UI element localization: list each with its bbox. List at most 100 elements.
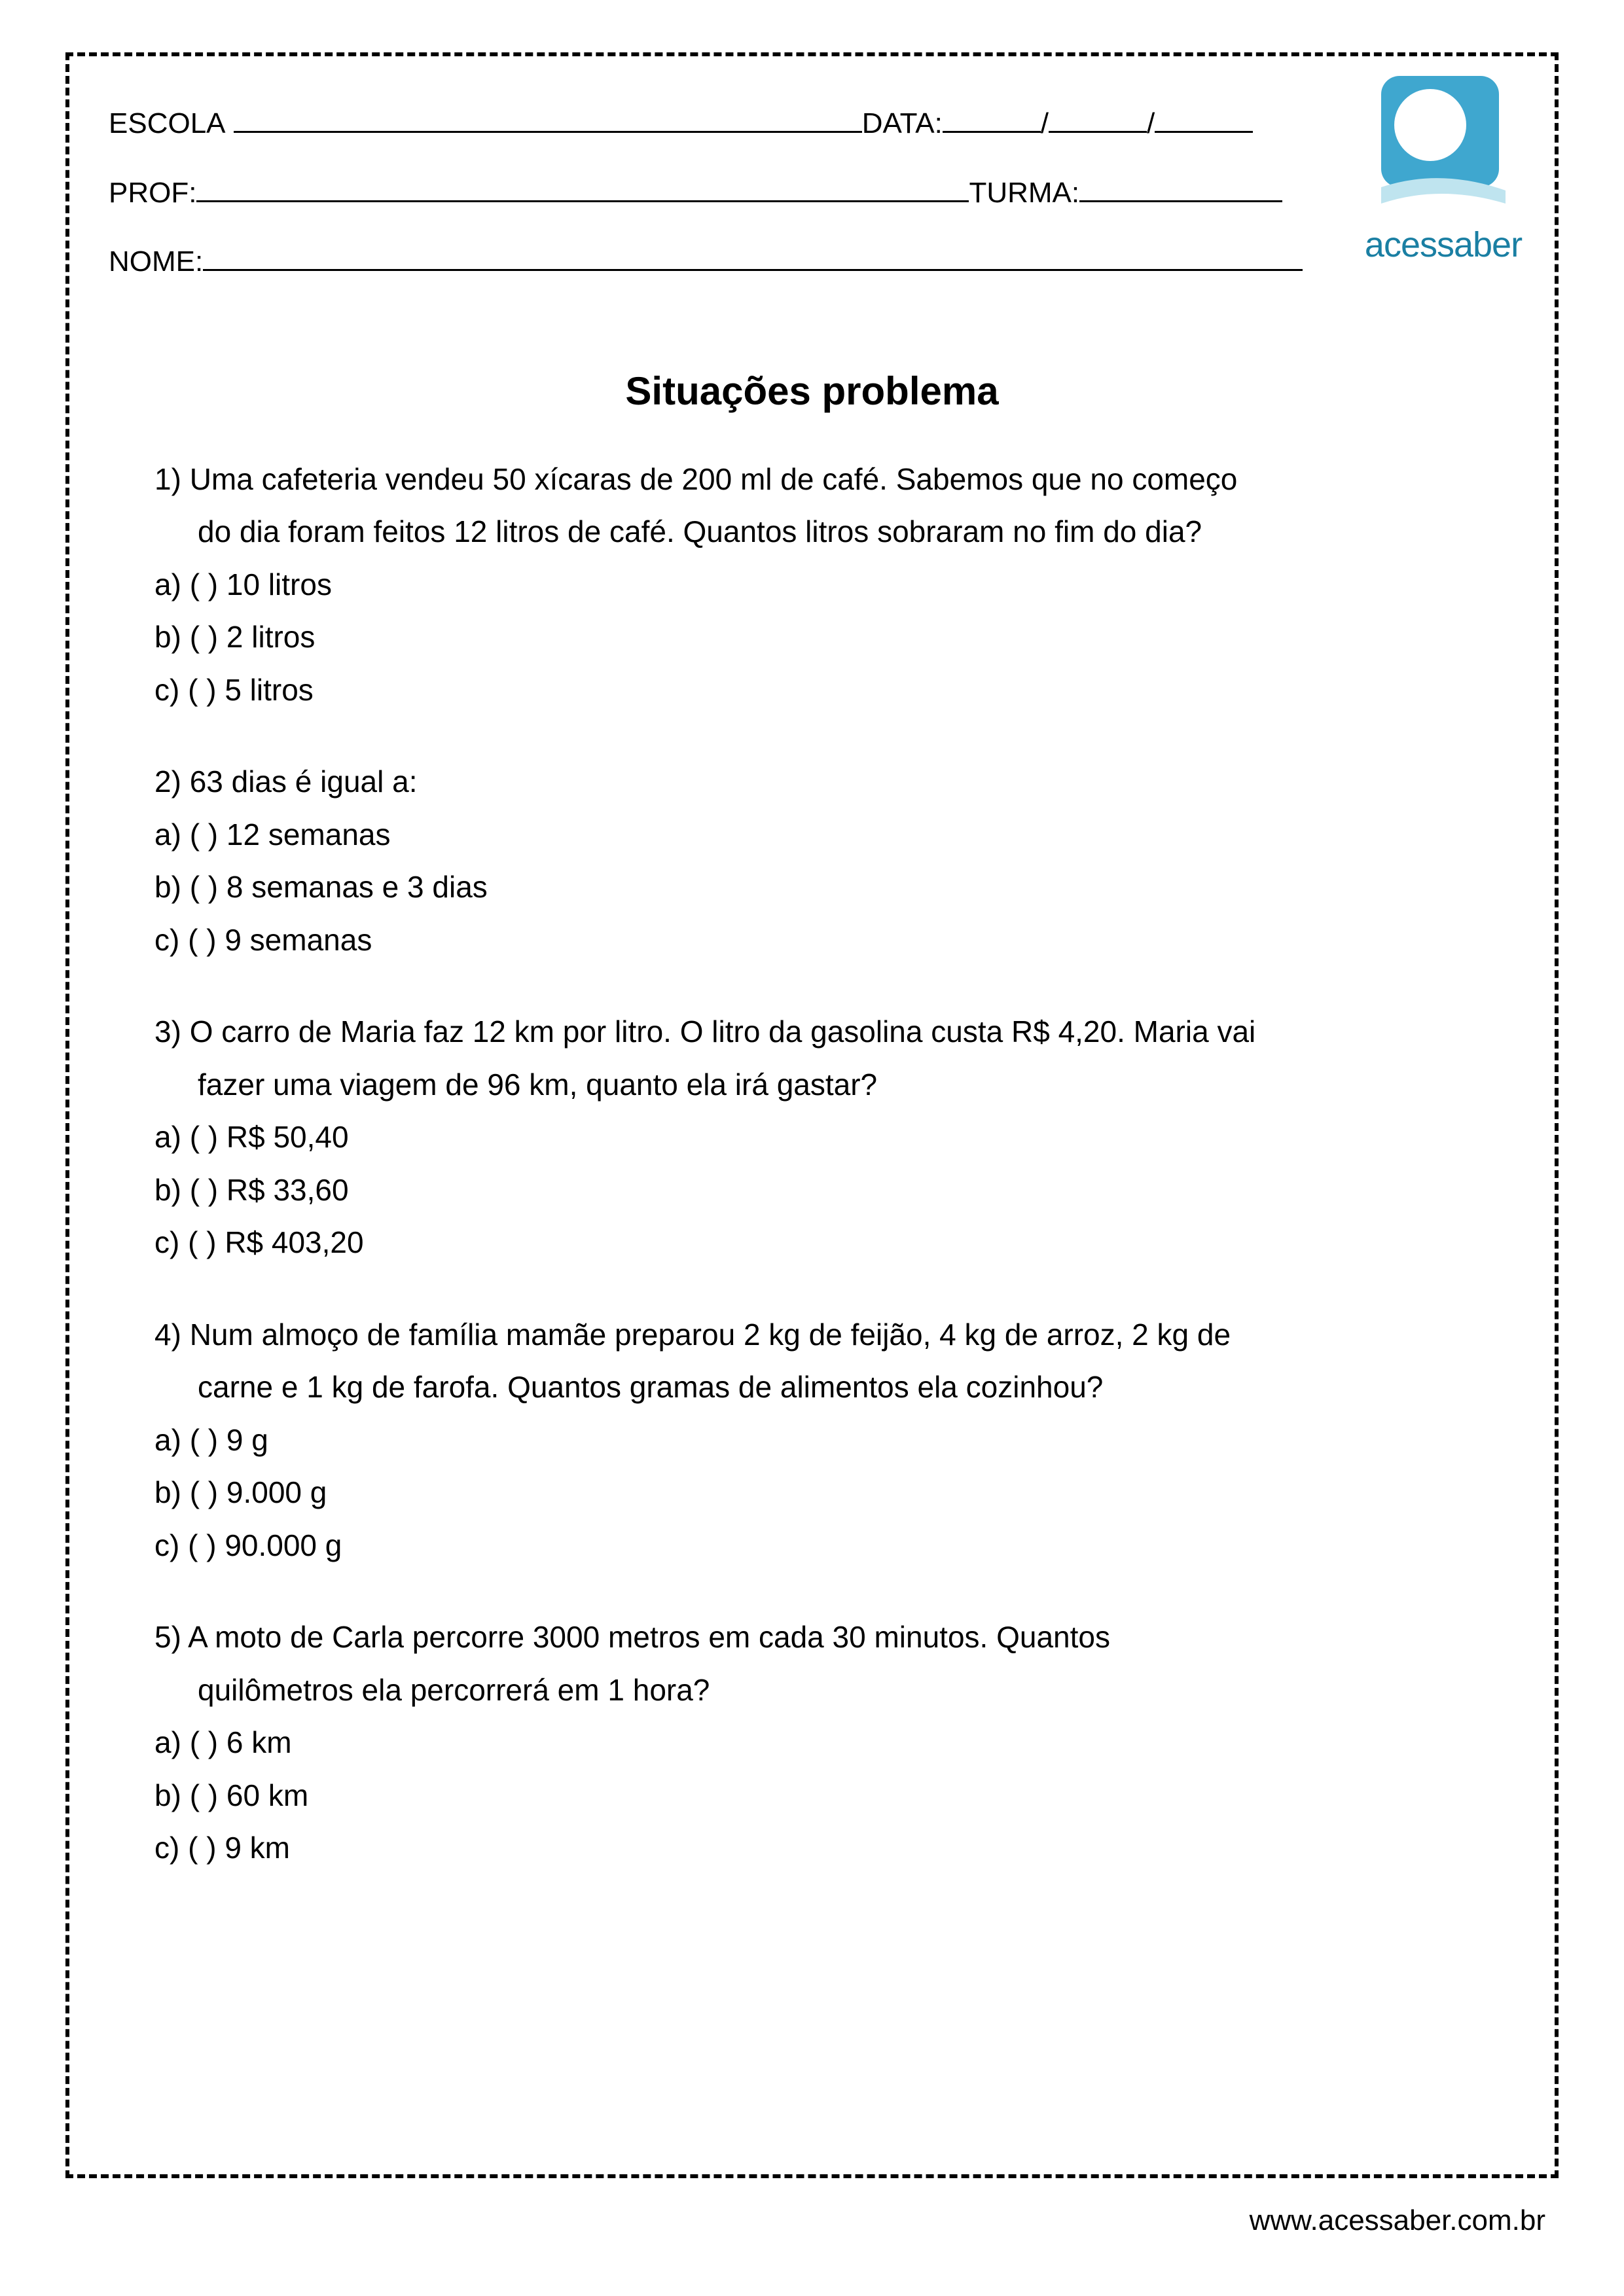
question-line2: do dia foram feitos 12 litros de café. Q… [154, 505, 1470, 558]
escola-label: ESCOLA [109, 89, 226, 158]
option-a[interactable]: a) ( ) 10 litros [154, 558, 1470, 611]
option-text: 2 litros [226, 620, 315, 654]
option-c[interactable]: c) ( ) 90.000 g [154, 1519, 1470, 1572]
question-2: 2) 63 dias é igual a: a) ( ) 12 semanas … [154, 755, 1470, 966]
question-line1: Uma cafeteria vendeu 50 xícaras de 200 m… [190, 462, 1238, 496]
option-text: 90.000 g [225, 1528, 342, 1562]
option-c[interactable]: c) ( ) 5 litros [154, 664, 1470, 717]
option-paren: ( ) [190, 1423, 226, 1457]
option-a[interactable]: a) ( ) 12 semanas [154, 808, 1470, 861]
prof-label: PROF: [109, 158, 196, 228]
nome-label: NOME: [109, 227, 203, 296]
question-3: 3) O carro de Maria faz 12 km por litro.… [154, 1005, 1470, 1269]
option-paren: ( ) [190, 620, 226, 654]
option-text: 6 km [226, 1725, 292, 1759]
option-text: 8 semanas e 3 dias [226, 870, 488, 904]
option-paren: ( ) [190, 1120, 226, 1154]
option-text: R$ 50,40 [226, 1120, 349, 1154]
prof-field[interactable] [196, 173, 969, 202]
escola-field[interactable] [234, 104, 862, 133]
option-paren: ( ) [188, 1831, 225, 1865]
question-number: 2) [154, 764, 190, 798]
option-letter: b) [154, 1778, 190, 1812]
option-a[interactable]: a) ( ) R$ 50,40 [154, 1111, 1470, 1164]
option-text: 9 g [226, 1423, 268, 1457]
logo-icon [1368, 69, 1519, 207]
option-letter: a) [154, 1725, 190, 1759]
option-letter: b) [154, 1475, 190, 1509]
acessaber-logo: acessaber [1345, 69, 1542, 288]
data-label: DATA: [862, 89, 943, 158]
option-letter: a) [154, 1120, 190, 1154]
option-letter: c) [154, 1831, 188, 1865]
turma-field[interactable] [1079, 173, 1282, 202]
option-a[interactable]: a) ( ) 6 km [154, 1716, 1470, 1769]
option-b[interactable]: b) ( ) 9.000 g [154, 1466, 1470, 1519]
option-letter: c) [154, 1225, 188, 1259]
worksheet-page: acessaber ESCOLA DATA: / / PROF: TURMA: … [65, 52, 1559, 2178]
option-letter: b) [154, 1173, 190, 1207]
question-text: 5) A moto de Carla percorre 3000 metros … [154, 1611, 1470, 1716]
option-paren: ( ) [190, 817, 226, 852]
date-sep-1: / [1041, 89, 1049, 158]
option-text: 9 km [225, 1831, 290, 1865]
option-b[interactable]: b) ( ) R$ 33,60 [154, 1164, 1470, 1217]
data-year-field[interactable] [1155, 104, 1253, 133]
option-paren: ( ) [188, 673, 225, 707]
question-4: 4) Num almoço de família mamãe preparou … [154, 1308, 1470, 1572]
data-day-field[interactable] [943, 104, 1041, 133]
question-text: 4) Num almoço de família mamãe preparou … [154, 1308, 1470, 1414]
question-line2: quilômetros ela percorrerá em 1 hora? [154, 1664, 1470, 1717]
question-number: 4) [154, 1318, 190, 1352]
option-a[interactable]: a) ( ) 9 g [154, 1414, 1470, 1467]
option-text: 9.000 g [226, 1475, 327, 1509]
option-text: R$ 403,20 [225, 1225, 363, 1259]
question-number: 5) [154, 1620, 188, 1654]
option-paren: ( ) [188, 1528, 225, 1562]
option-letter: c) [154, 1528, 188, 1562]
option-letter: a) [154, 1423, 190, 1457]
header-line-nome: NOME: [109, 227, 1515, 296]
option-letter: a) [154, 567, 190, 601]
option-letter: b) [154, 870, 190, 904]
worksheet-title: Situações problema [109, 368, 1515, 414]
turma-label: TURMA: [969, 158, 1079, 228]
option-letter: b) [154, 620, 190, 654]
option-text: 9 semanas [225, 923, 372, 957]
option-text: 12 semanas [226, 817, 391, 852]
questions-container: 1) Uma cafeteria vendeu 50 xícaras de 20… [109, 453, 1515, 1874]
nome-field[interactable] [203, 242, 1303, 271]
question-line1: Num almoço de família mamãe preparou 2 k… [190, 1318, 1231, 1352]
option-b[interactable]: b) ( ) 60 km [154, 1769, 1470, 1822]
header-line-prof: PROF: TURMA: [109, 158, 1515, 228]
question-line1: 63 dias é igual a: [190, 764, 418, 798]
question-line2: fazer uma viagem de 96 km, quanto ela ir… [154, 1058, 1470, 1111]
option-c[interactable]: c) ( ) R$ 403,20 [154, 1216, 1470, 1269]
option-b[interactable]: b) ( ) 8 semanas e 3 dias [154, 861, 1470, 914]
option-letter: c) [154, 673, 188, 707]
option-c[interactable]: c) ( ) 9 km [154, 1821, 1470, 1874]
question-line2: carne e 1 kg de farofa. Quantos gramas d… [154, 1361, 1470, 1414]
option-text: R$ 33,60 [226, 1173, 349, 1207]
option-letter: a) [154, 817, 190, 852]
option-text: 5 litros [225, 673, 313, 707]
data-month-field[interactable] [1049, 104, 1147, 133]
question-line1: O carro de Maria faz 12 km por litro. O … [190, 1014, 1256, 1049]
option-paren: ( ) [190, 1475, 226, 1509]
option-letter: c) [154, 923, 188, 957]
option-paren: ( ) [190, 1725, 226, 1759]
date-sep-2: / [1147, 89, 1155, 158]
logo-text: acessaber [1345, 203, 1542, 288]
option-paren: ( ) [190, 1778, 226, 1812]
question-text: 3) O carro de Maria faz 12 km por litro.… [154, 1005, 1470, 1111]
header-line-escola: ESCOLA DATA: / / [109, 89, 1515, 158]
option-b[interactable]: b) ( ) 2 litros [154, 611, 1470, 664]
footer-url: www.acessaber.com.br [1250, 2204, 1545, 2237]
question-number: 1) [154, 462, 190, 496]
option-c[interactable]: c) ( ) 9 semanas [154, 914, 1470, 967]
option-paren: ( ) [188, 1225, 225, 1259]
question-5: 5) A moto de Carla percorre 3000 metros … [154, 1611, 1470, 1874]
question-text: 2) 63 dias é igual a: [154, 755, 1470, 808]
option-paren: ( ) [190, 567, 226, 601]
question-1: 1) Uma cafeteria vendeu 50 xícaras de 20… [154, 453, 1470, 717]
